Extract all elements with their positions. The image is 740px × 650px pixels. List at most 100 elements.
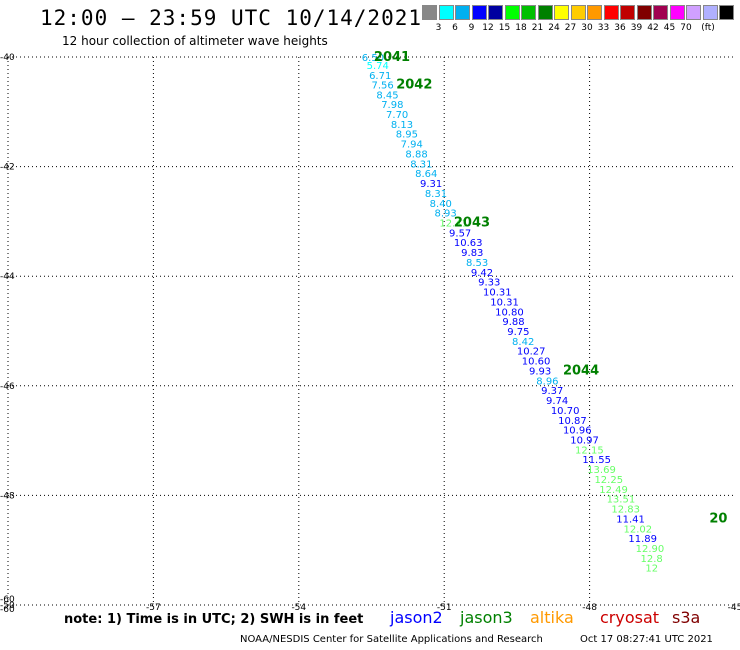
legend-label: 70 xyxy=(680,23,692,33)
legend-swatch xyxy=(438,5,454,20)
legend-label: 42 xyxy=(647,23,659,33)
legend-swatch xyxy=(554,5,569,20)
swh-value: 12.90 xyxy=(636,544,665,555)
legend-unit: (ft) xyxy=(701,23,715,33)
credit-line: NOAA/NESDIS Center for Satellite Applica… xyxy=(240,634,543,645)
lon-tick-label: -45 xyxy=(728,603,740,613)
legend-label: 18 xyxy=(515,23,527,33)
swh-value: 11.41 xyxy=(616,514,645,525)
units-note: note: 1) Time is in UTC; 2) SWH is in fe… xyxy=(64,612,364,627)
swh-value: 9.37 xyxy=(541,386,563,397)
swh-value: 9.42 xyxy=(471,268,493,279)
swh-value: 12.15 xyxy=(575,445,604,456)
legend-swatch xyxy=(603,5,619,20)
legend-swatch xyxy=(504,5,520,20)
swh-value: 9.93 xyxy=(529,366,551,377)
swh-value: 8.53 xyxy=(466,258,488,269)
legend-swatch xyxy=(537,5,553,20)
swh-value: 12.83 xyxy=(611,505,640,516)
legend-label: 21 xyxy=(531,23,544,33)
legend-label: 9 xyxy=(468,23,475,33)
swh-value: 8.31 xyxy=(410,159,432,170)
swh-value: 8.88 xyxy=(405,149,427,160)
legend-swatch xyxy=(669,5,685,20)
map-title: 12:00 – 23:59 UTC 10/14/2021 xyxy=(40,6,423,30)
swh-value: 10.97 xyxy=(570,436,599,447)
swh-value: 10.96 xyxy=(563,426,592,437)
swh-value: 10.87 xyxy=(558,416,587,427)
swh-value: 9.31 xyxy=(420,179,442,190)
lat-tick-label: -42 xyxy=(0,163,15,173)
legend-label: 27 xyxy=(564,23,577,33)
swh-value: 9.57 xyxy=(449,228,471,239)
swh-value: 10.70 xyxy=(551,406,580,417)
lon-tick-label: -54 xyxy=(291,603,306,613)
corner-lat-label: -60 xyxy=(0,595,15,605)
swh-value: 8.64 xyxy=(415,169,437,180)
legend-swatch xyxy=(570,5,586,20)
track-number-label: 2044 xyxy=(563,363,599,378)
satellite-altika: altika xyxy=(530,608,574,627)
swh-value: 10.63 xyxy=(454,238,483,249)
legend-label: 36 xyxy=(614,23,626,33)
swh-value: 9.83 xyxy=(461,248,483,259)
legend-swatch xyxy=(521,5,536,20)
swh-value: 8.13 xyxy=(391,120,413,131)
lon-tick-label: -57 xyxy=(146,603,161,613)
swh-value: 11.55 xyxy=(582,455,611,466)
track-number-label: 20 xyxy=(709,511,727,526)
map-subtitle: 12 hour collection of altimeter wave hei… xyxy=(62,34,328,48)
legend-label: 12 xyxy=(482,23,494,33)
lon-tick-label: -48 xyxy=(582,603,597,613)
swh-value: 8.42 xyxy=(512,337,534,348)
swh-value: 8.96 xyxy=(536,376,558,387)
swh-value: 13.51 xyxy=(607,495,636,506)
corner-lon-label: -60 xyxy=(0,605,15,615)
swh-value: 12.02 xyxy=(624,524,653,535)
legend-swatch xyxy=(636,5,652,20)
legend-label: 39 xyxy=(630,23,643,33)
generated-timestamp: Oct 17 08:27:41 UTC 2021 xyxy=(580,634,713,645)
legend-label: 30 xyxy=(581,23,593,33)
legend-swatch xyxy=(587,5,602,20)
legend-label: 6 xyxy=(452,23,458,33)
legend-swatch xyxy=(719,5,734,20)
legend-label: 45 xyxy=(663,23,676,33)
swh-value: 12.41 xyxy=(439,218,468,229)
swh-value: 9.88 xyxy=(502,317,524,328)
swh-value: 10.31 xyxy=(483,288,512,299)
swh-value: 10.31 xyxy=(490,297,519,308)
lat-tick-label: -46 xyxy=(0,382,15,392)
satellite-jason2: jason2 xyxy=(390,608,443,627)
swh-value: 10.27 xyxy=(517,347,546,358)
swh-value: 13.69 xyxy=(587,465,616,476)
legend-swatch xyxy=(653,5,668,20)
legend-label: 24 xyxy=(548,23,560,33)
swh-value: 10.80 xyxy=(495,307,524,318)
lat-tick-label: -44 xyxy=(0,272,15,282)
swh-value: 8.95 xyxy=(396,130,418,141)
lat-tick-label: -40 xyxy=(0,53,15,63)
swh-value: 12.25 xyxy=(594,475,623,486)
swh-value: 12.49 xyxy=(599,485,628,496)
legend-label: 33 xyxy=(597,23,610,33)
swh-value: 8.40 xyxy=(430,199,452,210)
swh-value: 7.98 xyxy=(381,100,403,111)
lat-tick-label: -50 xyxy=(0,601,15,611)
legend-swatch xyxy=(471,5,487,20)
lon-tick-label: -51 xyxy=(437,603,452,613)
legend-swatch xyxy=(455,5,470,20)
swh-value: 9.74 xyxy=(546,396,568,407)
satellite-s3a: s3a xyxy=(672,608,701,627)
lat-tick-label: -48 xyxy=(0,491,15,501)
track-number-label: 2041 xyxy=(374,50,410,65)
legend-swatch xyxy=(422,5,437,20)
swh-value: 11.89 xyxy=(628,534,657,545)
swh-value: 6.71 xyxy=(369,71,391,82)
swh-value: 5.74 xyxy=(367,61,389,72)
swh-value: 7.94 xyxy=(401,140,423,151)
swh-value: 12.8 xyxy=(640,554,662,565)
legend-swatch xyxy=(702,5,718,20)
swh-value: 8.45 xyxy=(376,90,398,101)
